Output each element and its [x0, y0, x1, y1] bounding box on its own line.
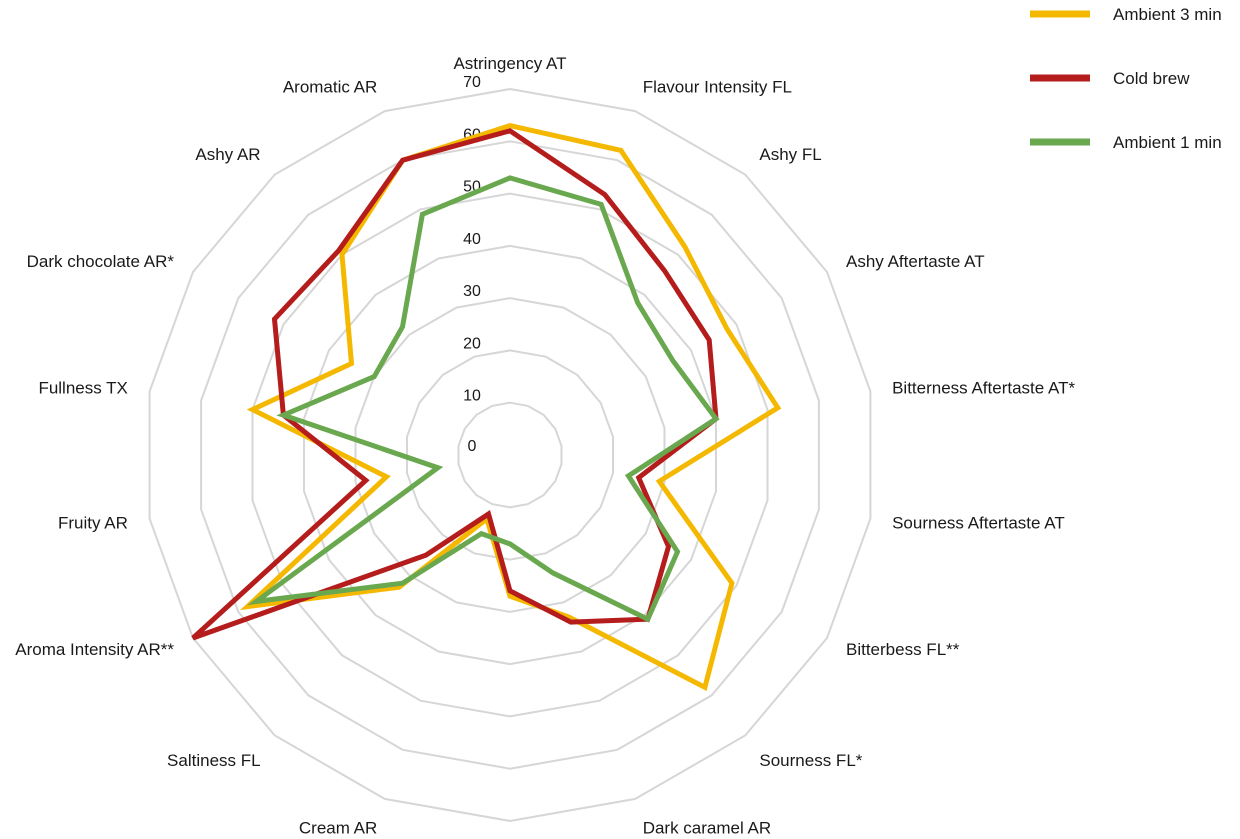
legend-label: Cold brew — [1113, 69, 1190, 88]
tick-label: 20 — [463, 335, 481, 352]
grid-ring-60 — [200, 140, 820, 770]
grid-rings — [148, 87, 872, 823]
axis-label: Bitterness Aftertaste AT* — [892, 379, 1075, 398]
axis-label: Flavour Intensity FL — [643, 77, 792, 96]
series-line-ambient-3-min — [240, 123, 782, 691]
tick-label: 30 — [463, 283, 481, 300]
axis-label: Dark chocolate AR* — [27, 252, 175, 271]
axis-label: Astringency AT — [453, 54, 566, 73]
tick-label: 40 — [463, 231, 481, 248]
axis-label: Sourness FL* — [759, 751, 862, 770]
series-line-ambient-1-min — [247, 175, 720, 623]
axis-label: Aroma Intensity AR** — [15, 640, 174, 659]
axis-label: Saltiness FL — [167, 751, 261, 770]
grid-ring-10 — [457, 401, 563, 509]
tick-label: 70 — [463, 74, 481, 91]
axis-label: Ashy Aftertaste AT — [846, 252, 985, 271]
axis-label: Fruity AR — [58, 513, 128, 532]
axis-label: Ashy AR — [195, 145, 260, 164]
grid-ring-40 — [303, 244, 717, 666]
axis-label: Bitterbess FL** — [846, 640, 960, 659]
grid-ring-50 — [251, 192, 769, 718]
series-lines — [191, 123, 782, 691]
tick-label: 10 — [463, 388, 481, 405]
legend-label: Ambient 1 min — [1113, 133, 1222, 152]
axis-labels: Astringency AT Flavour Intensity FL Ashy F… — [15, 54, 1075, 838]
legend-label: Ambient 3 min — [1113, 5, 1222, 24]
tick-label: 0 — [468, 438, 477, 455]
grid-ring-70 — [148, 87, 872, 823]
axis-label: Sourness Aftertaste AT — [892, 513, 1065, 532]
axis-label: Dark caramel AR — [643, 819, 771, 838]
series-line-cold-brew — [191, 128, 719, 641]
legend: Ambient 3 min Cold brew Ambient 1 min — [1030, 5, 1222, 152]
axis-label: Fullness TX — [38, 379, 127, 398]
axis-label: Aromatic AR — [283, 77, 377, 96]
axis-label: Cream AR — [299, 819, 377, 838]
axis-label: Ashy FL — [759, 145, 821, 164]
grid-ring-20 — [406, 349, 614, 561]
